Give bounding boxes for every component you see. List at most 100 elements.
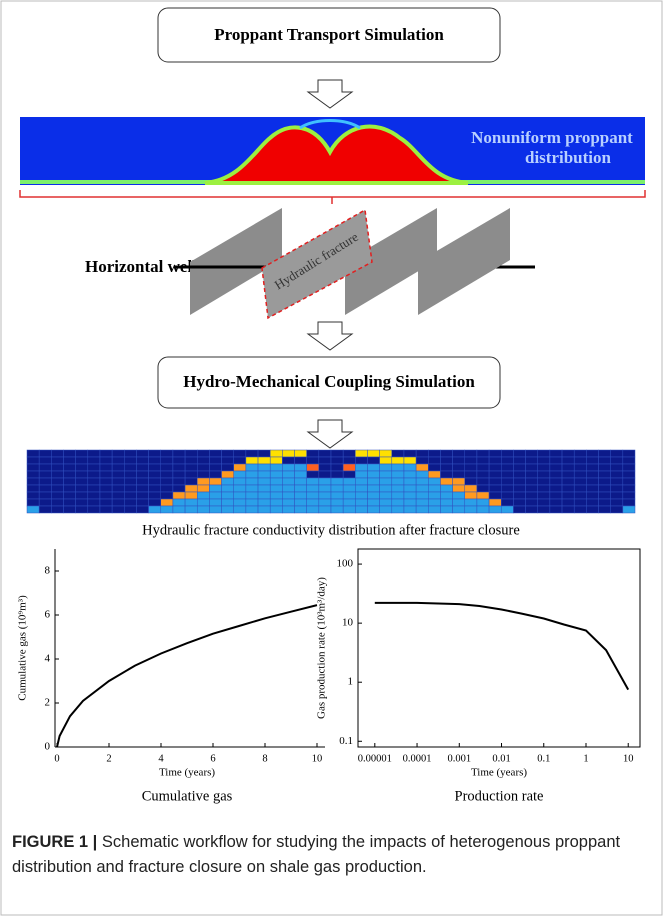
map-cell: [428, 485, 440, 492]
map-cell: [185, 464, 197, 471]
map-cell: [416, 506, 428, 513]
map-cell: [234, 492, 246, 499]
map-cell: [611, 506, 623, 513]
map-cell: [197, 464, 209, 471]
map-cell: [586, 485, 598, 492]
map-cell: [586, 464, 598, 471]
map-cell: [173, 492, 185, 499]
map-cell: [307, 464, 319, 471]
map-cell: [295, 471, 307, 478]
map-cell: [416, 471, 428, 478]
map-cell: [295, 499, 307, 506]
map-cell: [246, 450, 258, 457]
plot-frame: [358, 549, 640, 747]
map-cell: [453, 471, 465, 478]
data-line: [375, 603, 628, 690]
map-cell: [380, 464, 392, 471]
map-cell: [234, 457, 246, 464]
map-cell: [453, 492, 465, 499]
map-cell: [477, 499, 489, 506]
map-cell: [136, 492, 148, 499]
y-tick-label: 6: [45, 609, 51, 621]
map-caption: Hydraulic fracture conductivity distribu…: [142, 522, 520, 538]
map-cell: [197, 485, 209, 492]
map-cell: [246, 457, 258, 464]
map-cell: [222, 457, 234, 464]
map-cell: [586, 457, 598, 464]
map-cell: [586, 450, 598, 457]
map-cell: [27, 471, 39, 478]
arrow: [308, 80, 352, 108]
map-cell: [453, 478, 465, 485]
map-cell: [428, 464, 440, 471]
map-cell: [222, 478, 234, 485]
map-cell: [270, 464, 282, 471]
map-cell: [513, 499, 525, 506]
map-cell: [295, 506, 307, 513]
map-cell: [611, 478, 623, 485]
map-cell: [136, 450, 148, 457]
x-tick-label: 0.00001: [358, 753, 392, 764]
map-cell: [222, 450, 234, 457]
map-cell: [27, 485, 39, 492]
map-cell: [550, 485, 562, 492]
map-cell: [562, 464, 574, 471]
map-cell: [51, 499, 63, 506]
map-cell: [331, 478, 343, 485]
map-cell: [63, 485, 75, 492]
map-cell: [501, 478, 513, 485]
map-cell: [100, 478, 112, 485]
map-cell: [562, 450, 574, 457]
map-cell: [367, 492, 379, 499]
map-cell: [112, 485, 124, 492]
map-cell: [513, 478, 525, 485]
map-cell: [623, 450, 635, 457]
map-cell: [513, 471, 525, 478]
map-cell: [453, 457, 465, 464]
map-cell: [209, 457, 221, 464]
map-cell: [124, 450, 136, 457]
map-cell: [513, 457, 525, 464]
map-cell: [526, 464, 538, 471]
x-tick-label: 4: [158, 753, 164, 764]
map-cell: [538, 478, 550, 485]
map-cell: [270, 492, 282, 499]
map-cell: [246, 485, 258, 492]
map-cell: [51, 464, 63, 471]
map-cell: [258, 506, 270, 513]
map-cell: [209, 478, 221, 485]
map-cell: [63, 464, 75, 471]
map-cell: [209, 499, 221, 506]
map-cell: [258, 464, 270, 471]
map-cell: [161, 464, 173, 471]
map-cell: [27, 499, 39, 506]
map-cell: [550, 464, 562, 471]
map-cell: [611, 450, 623, 457]
map-cell: [282, 478, 294, 485]
map-cell: [246, 499, 258, 506]
map-cell: [404, 478, 416, 485]
map-cell: [586, 492, 598, 499]
map-cell: [124, 457, 136, 464]
map-cell: [39, 485, 51, 492]
map-label: distribution: [525, 148, 612, 167]
map-cell: [574, 471, 586, 478]
map-cell: [197, 457, 209, 464]
map-cell: [367, 478, 379, 485]
map-cell: [599, 485, 611, 492]
map-cell: [513, 492, 525, 499]
map-cell: [270, 471, 282, 478]
map-cell: [440, 450, 452, 457]
caption-text: Schematic workflow for studying the impa…: [12, 833, 620, 876]
map-cell: [149, 464, 161, 471]
map-cell: [76, 499, 88, 506]
map-cell: [63, 506, 75, 513]
map-cell: [367, 471, 379, 478]
map-cell: [27, 478, 39, 485]
map-cell: [392, 506, 404, 513]
map-cell: [51, 478, 63, 485]
map-cell: [367, 499, 379, 506]
map-cell: [599, 471, 611, 478]
map-cell: [149, 457, 161, 464]
map-cell: [574, 450, 586, 457]
